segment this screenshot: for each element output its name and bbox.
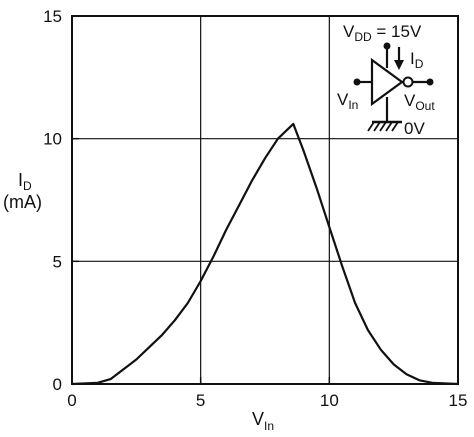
x-tick-label-10: 10: [320, 391, 339, 410]
plot-frame: [71, 15, 459, 385]
inverter-bubble: [402, 76, 414, 88]
vin-label: VIn: [337, 90, 358, 112]
tick-labels: 0 5 10 15 0 5 10 15: [43, 7, 467, 410]
x-axis-label: VIn: [252, 409, 274, 433]
y-axis-unit: (mA): [3, 192, 42, 212]
id-arrow-head: [394, 60, 404, 70]
x-tick-label-0: 0: [67, 391, 76, 410]
x-tick-label-5: 5: [196, 391, 205, 410]
y-axis-label: ID: [18, 170, 32, 193]
vout-label: VOut: [404, 91, 435, 113]
ground-label: 0V: [404, 119, 425, 138]
y-tick-label-0: 0: [53, 375, 62, 394]
series-line-id-vs-vin: [71, 122, 459, 386]
tick-marks: [71, 15, 459, 385]
ground-hatch: [367, 121, 399, 132]
x-tick-label-15: 15: [449, 391, 468, 410]
id-label: ID: [410, 49, 424, 71]
y-tick-label-15: 15: [43, 7, 62, 26]
vout-node: [426, 78, 434, 86]
grid: [72, 16, 458, 384]
y-tick-label-10: 10: [43, 130, 62, 149]
vdd-label: VDD = 15V: [343, 22, 422, 44]
y-tick-label-5: 5: [53, 252, 62, 271]
inverter-schematic: VDD = 15V ID VIn VOut: [337, 22, 435, 138]
